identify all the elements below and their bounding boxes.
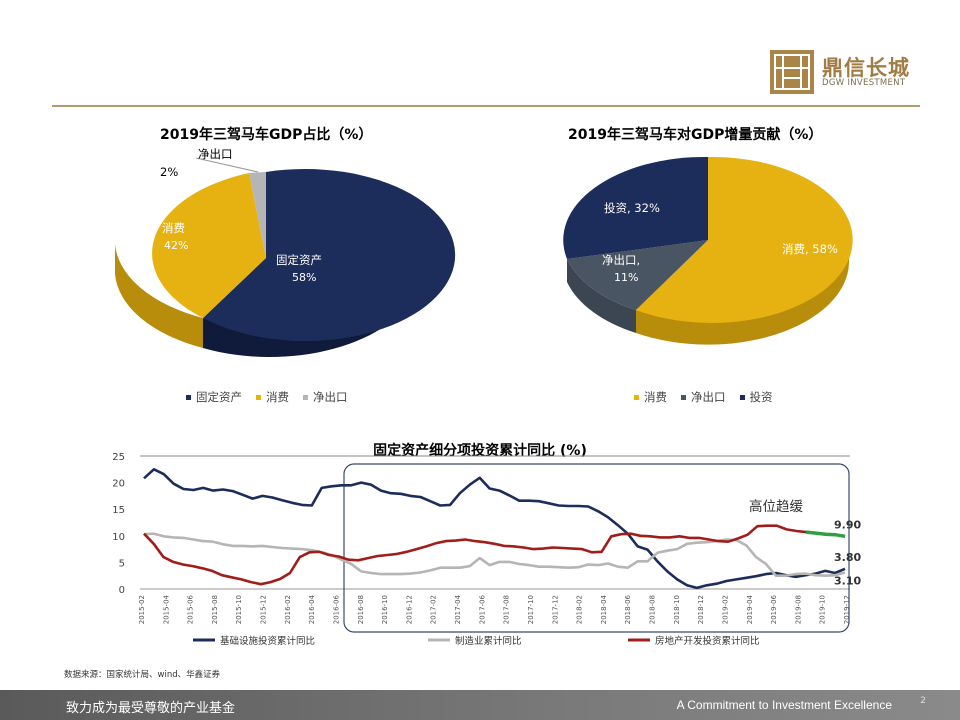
header-divider — [52, 105, 920, 107]
series-infrastructure-line — [143, 467, 846, 590]
y-tick-label: 0 — [119, 585, 125, 596]
pie1-legend: 固定资产 消费 净出口 — [186, 389, 348, 405]
x-tick-label: 2017-08 — [503, 595, 511, 624]
pie2-title: 2019年三驾马车对GDP增量贡献（%） — [568, 127, 823, 143]
x-tick-label: 2015-04 — [162, 594, 170, 624]
pie1-legend-label: 消费 — [266, 390, 289, 404]
pie1-slice-fixed — [203, 169, 456, 342]
series-manufacturing-line — [143, 532, 846, 577]
pie2-wall-consume — [636, 240, 849, 345]
series-realestate-line — [143, 524, 846, 586]
x-tick-label: 2017-12 — [551, 595, 559, 624]
pie2-slice-consume — [636, 156, 853, 323]
highlight-box — [343, 463, 850, 633]
x-tick-label: 2019-02 — [721, 595, 729, 624]
x-tick-label: 2015-02 — [138, 595, 146, 624]
x-tick-label: 2015-06 — [187, 594, 195, 624]
pie2-legend-item: 消费 — [634, 389, 667, 405]
line-chart-title: 固定资产细分项投资累计同比 (%) — [373, 443, 587, 459]
pie2-label-net: 净出口, — [602, 253, 641, 267]
brand-name-en: DGW INVESTMENT — [822, 78, 906, 88]
y-tick-label: 25 — [112, 452, 125, 463]
pie2-legend-item: 净出口 — [681, 389, 726, 405]
pie1-title: 2019年三驾马车GDP占比（%） — [160, 127, 373, 143]
pie1-slice-consume — [152, 173, 266, 318]
pie1-legend-item: 固定资产 — [186, 389, 242, 405]
x-tick-label: 2018-08 — [649, 595, 657, 624]
x-tick-label: 2015-12 — [260, 595, 268, 624]
pie1-net-leader — [195, 157, 259, 173]
x-tick-label: 2018-12 — [697, 595, 705, 624]
pie1-label-consume-pct: 42% — [164, 239, 189, 252]
pie1-slice-net — [249, 172, 266, 258]
x-tick-label: 2018-06 — [624, 594, 632, 624]
y-tick-label: 20 — [112, 479, 125, 490]
footer-tagline: A Commitment to Investment Excellence — [676, 698, 892, 712]
x-tick-label: 2016-04 — [308, 594, 316, 624]
x-tick-label: 2019-12 — [843, 595, 851, 624]
pie2-legend-label: 净出口 — [691, 390, 726, 404]
y-tick-label: 5 — [119, 558, 125, 569]
x-tick-label: 2018-02 — [576, 595, 584, 624]
x-tick-label: 2016-06 — [332, 594, 340, 624]
pie1-chart — [115, 156, 853, 357]
pie2-label-invest: 投资, 32% — [604, 201, 660, 215]
x-tick-label: 2018-10 — [673, 595, 681, 624]
x-tick-label: 2019-10 — [819, 595, 827, 624]
x-tick-label: 2016-10 — [381, 595, 389, 624]
pie1-wall-consume — [115, 244, 203, 348]
legend-label: 基础设施投资累计同比 — [220, 635, 315, 647]
x-tick-label: 2018-04 — [600, 594, 608, 624]
pie1-legend-label: 固定资产 — [196, 390, 242, 404]
end-value-label: 3.80 — [834, 551, 861, 564]
legend-label: 制造业累计同比 — [455, 635, 522, 647]
end-value-label: 9.90 — [834, 518, 861, 531]
pie1-label-consume: 消费 — [162, 221, 185, 235]
pie2-legend: 消费 净出口 投资 — [634, 389, 773, 405]
footer-slogan: 致力成为最受尊敬的产业基金 — [66, 701, 236, 716]
y-tick-label: 10 — [112, 532, 125, 543]
footer-bar: 致力成为最受尊敬的产业基金 A Commitment to Investment… — [0, 690, 960, 720]
x-tick-label: 2016-08 — [357, 595, 365, 624]
highlight-label: 高位趋缓 — [749, 498, 803, 515]
pie2-wall-net — [567, 259, 636, 333]
x-tick-label: 2017-10 — [527, 595, 535, 624]
x-tick-label: 2017-02 — [430, 595, 438, 624]
pie2-legend-label: 投资 — [749, 390, 773, 404]
x-tick-label: 2016-02 — [284, 595, 292, 624]
pie2-slice-net — [567, 240, 708, 310]
pie1-label-net: 净出口 — [198, 147, 233, 161]
data-source: 数据来源：国家统计局、wind、华鑫证券 — [64, 670, 221, 680]
pie1-label-fixed: 固定资产 — [276, 253, 322, 267]
y-tick-label: 15 — [112, 505, 125, 516]
brand-name-cn: 鼎信长城 — [822, 56, 910, 80]
pie2-legend-item: 投资 — [739, 389, 773, 405]
pie2-slice-invest — [563, 156, 708, 259]
brand-logo: 鼎信长城 DGW INVESTMENT — [770, 50, 920, 94]
realestate-highlight-segment — [805, 530, 846, 539]
x-tick-label: 2019-08 — [794, 595, 802, 624]
pie1-label-net-pct: 2% — [160, 165, 179, 179]
pie2-label-consume: 消费, 58% — [782, 242, 838, 256]
pie2-label-net-pct: 11% — [614, 271, 639, 284]
legend-label: 房地产开发投资累计同比 — [655, 635, 760, 647]
x-tick-label: 2019-06 — [770, 594, 778, 624]
x-tick-label: 2015-08 — [211, 595, 219, 624]
page-number: 2 — [920, 696, 926, 706]
pie1-label-fixed-pct: 58% — [292, 271, 317, 284]
end-value-label: 3.10 — [834, 575, 861, 588]
x-tick-label: 2017-06 — [478, 594, 486, 624]
line-chart: 0 5 10 15 20 25 2015-02 2015-04 2015-06 2015-08 20… — [112, 452, 861, 647]
pie2-walls — [567, 240, 849, 345]
dgw-logo-icon — [770, 50, 814, 94]
pie1-legend-label: 净出口 — [313, 390, 348, 404]
x-tick-label: 2019-04 — [746, 594, 754, 624]
pie1-legend-item: 净出口 — [303, 389, 348, 405]
pie2-legend-label: 消费 — [644, 390, 667, 404]
pie1-legend-item: 消费 — [256, 389, 289, 405]
x-tick-label: 2017-04 — [454, 594, 462, 624]
x-tick-label: 2016-12 — [405, 595, 413, 624]
x-tick-label: 2015-10 — [235, 595, 243, 624]
